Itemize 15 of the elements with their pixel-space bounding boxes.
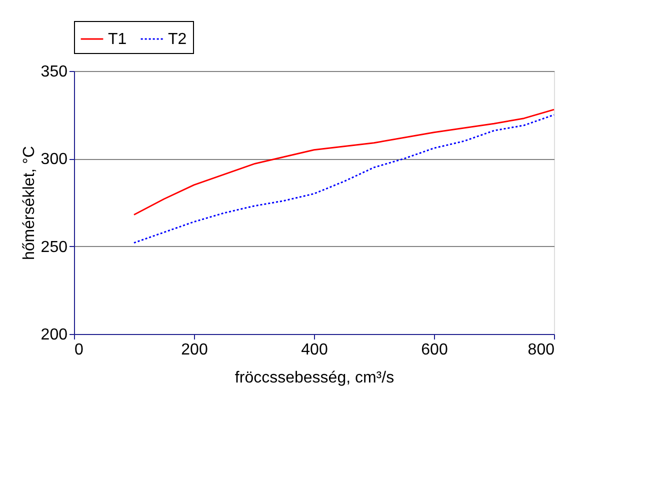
y-tick-label: 300: [40, 151, 68, 168]
y-tick-label: 350: [40, 64, 68, 80]
legend-label: T2: [168, 31, 187, 48]
x-tick-label: 0: [74, 342, 84, 358]
y-axis-title: hőmérséklet, °C: [20, 146, 38, 260]
y-tick-label: 250: [40, 238, 68, 256]
x-tick-label: 400: [301, 342, 328, 358]
x-tick-label: 200: [181, 342, 208, 358]
line-series: [133, 108, 555, 216]
x-tick-label: 800: [528, 342, 555, 358]
x-axis-title: fröccssebesség, cm³/s: [234, 370, 394, 386]
legend-label: T1: [108, 31, 127, 48]
y-tick-label: 200: [40, 326, 68, 344]
line-series: [133, 114, 555, 244]
x-tick-label: 600: [421, 342, 448, 358]
